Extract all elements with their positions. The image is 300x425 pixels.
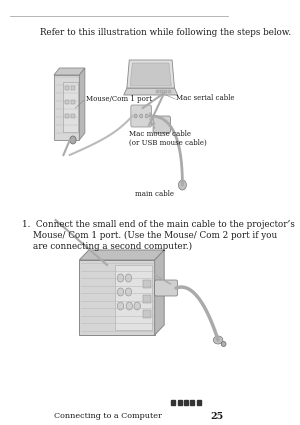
Polygon shape <box>79 260 155 335</box>
Bar <box>171 400 175 405</box>
Bar <box>65 100 69 104</box>
Bar <box>156 90 159 93</box>
Text: Mouse/ Com 1 port. (Use the Mouse/ Com 2 port if you: Mouse/ Com 1 port. (Use the Mouse/ Com 2… <box>22 231 278 240</box>
Polygon shape <box>79 68 85 140</box>
Polygon shape <box>54 75 79 140</box>
Circle shape <box>117 302 124 310</box>
Bar <box>164 90 167 93</box>
Bar <box>143 310 151 318</box>
Text: 1.  Connect the small end of the main cable to the projector’s: 1. Connect the small end of the main cab… <box>22 220 295 229</box>
Text: Mac mouse cable
(or USB mouse cable): Mac mouse cable (or USB mouse cable) <box>129 130 207 147</box>
Bar <box>65 86 69 90</box>
Bar <box>178 400 182 405</box>
Bar <box>168 90 170 93</box>
Circle shape <box>125 274 132 282</box>
Circle shape <box>126 302 132 310</box>
Bar <box>143 280 151 288</box>
Bar <box>65 114 69 118</box>
Bar <box>160 90 163 93</box>
Circle shape <box>140 114 143 118</box>
Bar <box>190 400 194 405</box>
Circle shape <box>125 288 132 296</box>
Circle shape <box>134 114 137 118</box>
Text: Mouse/Com 1 port: Mouse/Com 1 port <box>86 95 152 103</box>
Circle shape <box>117 274 124 282</box>
Text: are connecting a second computer.): are connecting a second computer.) <box>22 242 192 251</box>
Text: Connecting to a Computer: Connecting to a Computer <box>54 412 162 420</box>
Text: Refer to this illustration while following the steps below.: Refer to this illustration while followi… <box>40 28 291 37</box>
Polygon shape <box>130 63 171 86</box>
Bar <box>115 265 152 330</box>
Bar <box>143 295 151 303</box>
Polygon shape <box>155 250 164 335</box>
Polygon shape <box>124 88 178 95</box>
FancyBboxPatch shape <box>131 105 152 127</box>
Text: main cable: main cable <box>135 190 174 198</box>
Polygon shape <box>54 68 85 75</box>
Circle shape <box>70 136 76 144</box>
Bar <box>184 400 188 405</box>
Ellipse shape <box>221 342 226 346</box>
FancyBboxPatch shape <box>155 280 178 296</box>
Polygon shape <box>127 60 175 88</box>
FancyBboxPatch shape <box>153 116 170 133</box>
Bar <box>71 100 75 104</box>
Circle shape <box>178 180 186 190</box>
Bar <box>197 400 201 405</box>
Circle shape <box>145 114 148 118</box>
Circle shape <box>117 288 124 296</box>
Circle shape <box>134 302 140 310</box>
Ellipse shape <box>213 336 223 344</box>
Text: 25: 25 <box>211 412 224 421</box>
Polygon shape <box>79 250 164 260</box>
Text: Mac serial cable: Mac serial cable <box>176 94 235 102</box>
Bar <box>71 114 75 118</box>
Bar <box>71 86 75 90</box>
Bar <box>63 82 78 132</box>
